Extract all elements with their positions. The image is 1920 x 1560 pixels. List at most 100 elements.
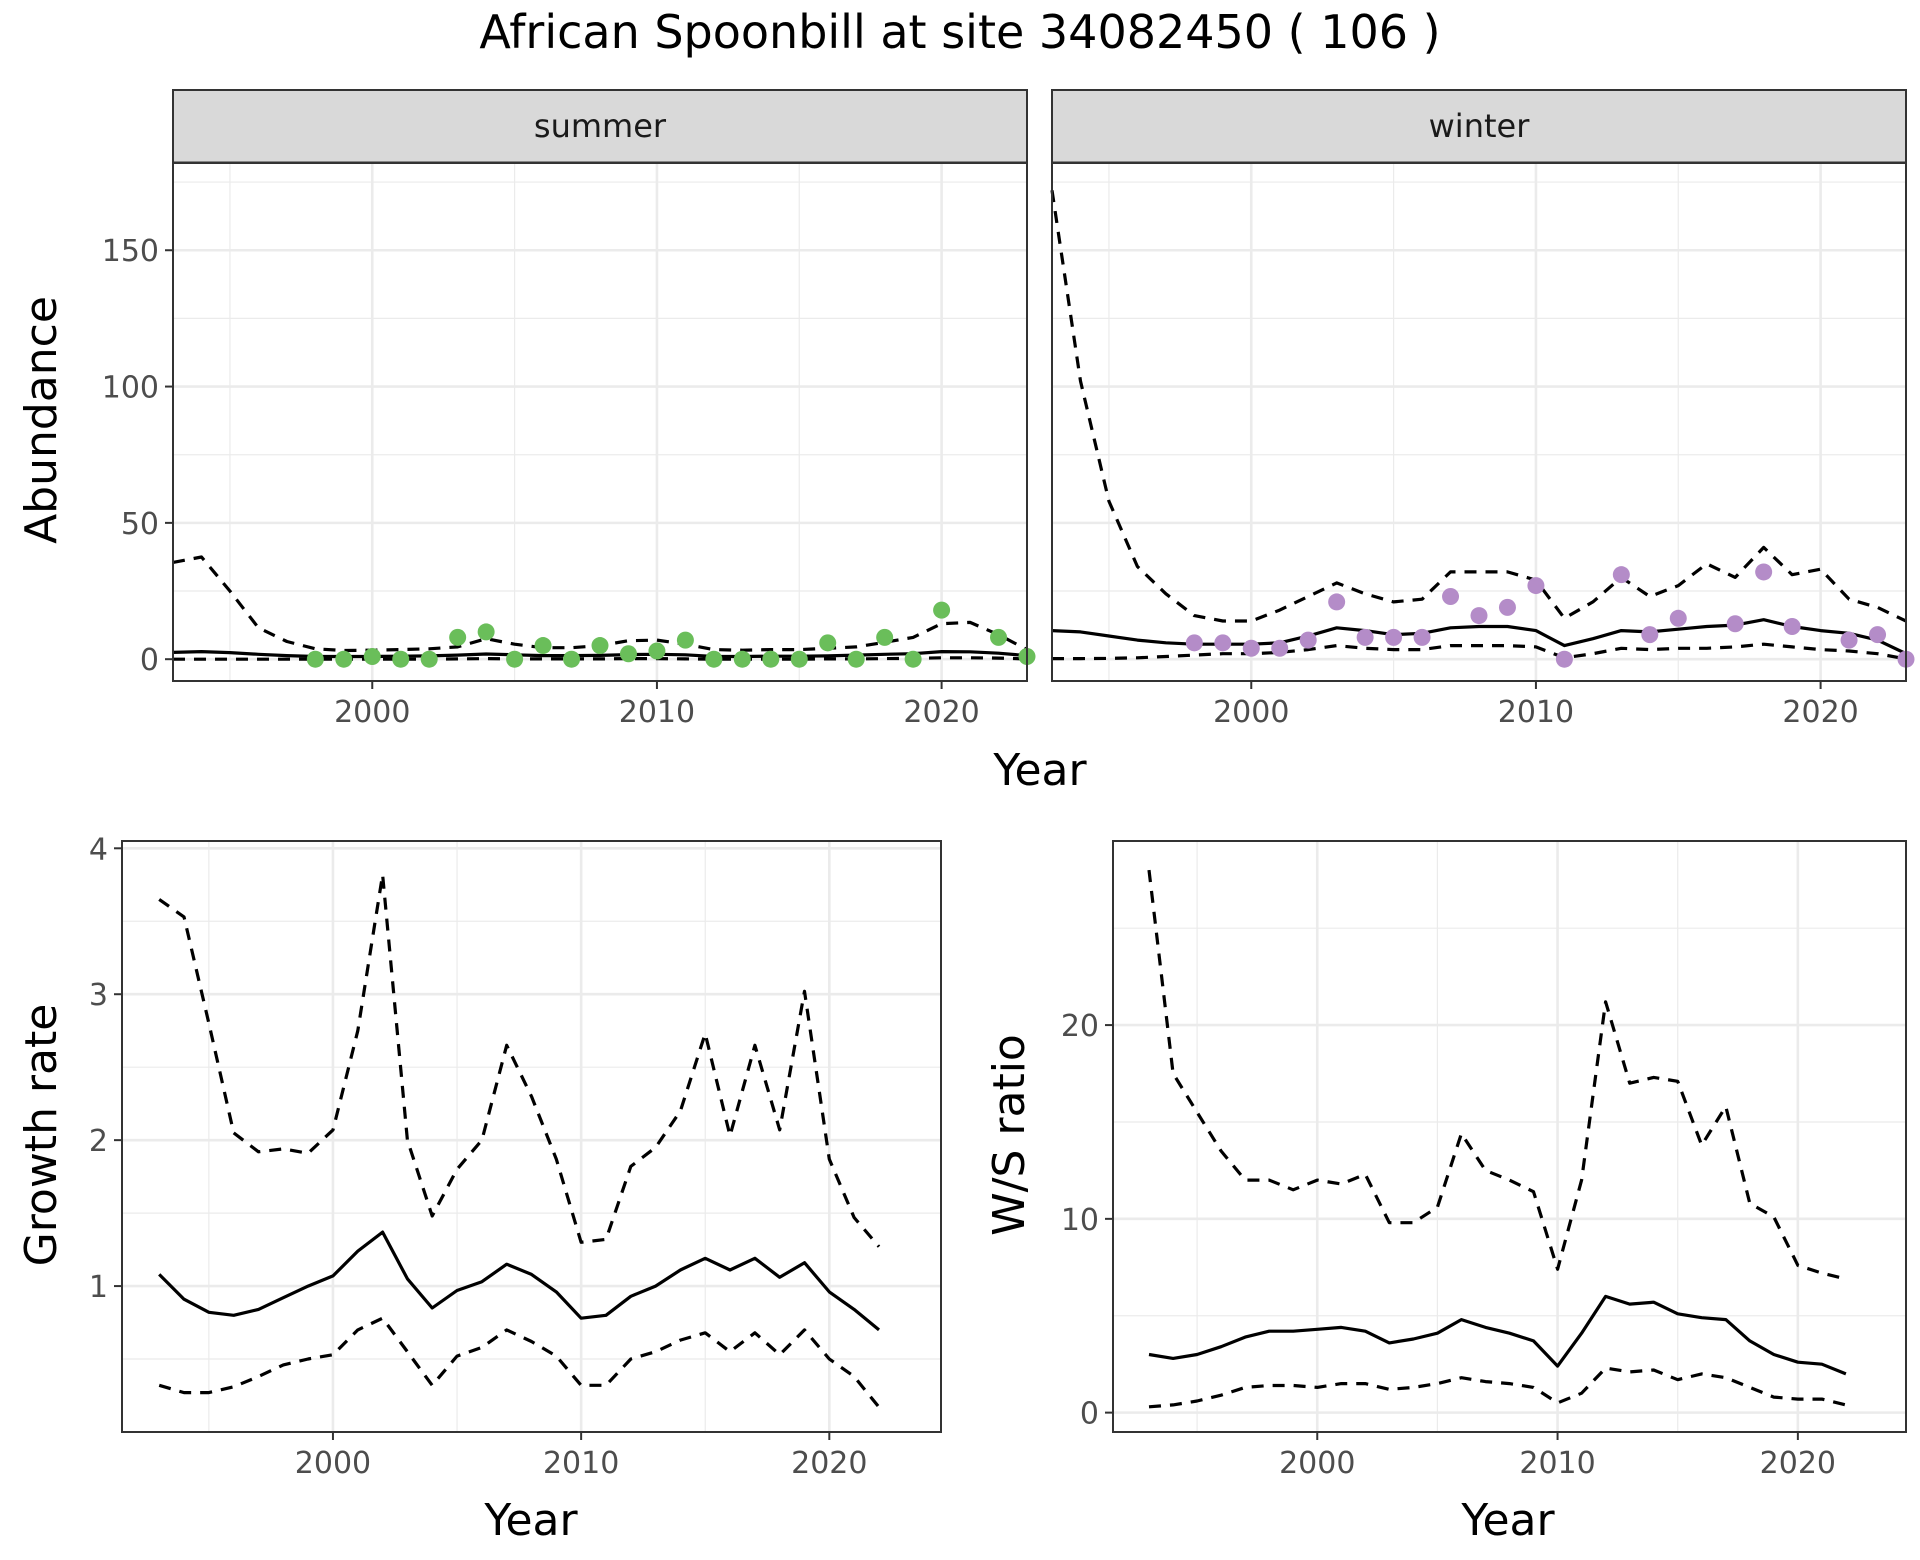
data-point [1356, 628, 1374, 646]
y-axis-ticks: 1 2 3 4 [89, 832, 122, 1305]
figure-title: African Spoonbill at site 34082450 ( 106… [479, 5, 1440, 59]
y-axis-ticks: 0 10 20 [1061, 1009, 1113, 1432]
x-tick-label: 2020 [791, 1446, 867, 1481]
x-axis-ticks: 2000 2010 2020 [1213, 681, 1859, 730]
strip-label-summer: summer [534, 107, 667, 145]
data-point [591, 637, 609, 655]
x-tick-label: 2010 [1519, 1446, 1595, 1481]
x-tick-label: 2010 [543, 1446, 619, 1481]
data-point [933, 601, 951, 619]
data-point [904, 650, 922, 668]
data-point [1869, 626, 1887, 644]
y-tick-label: 50 [121, 507, 159, 542]
data-point [1555, 650, 1573, 668]
x-tick-label: 2000 [1213, 695, 1289, 730]
data-point [1328, 593, 1346, 611]
y-tick-label: 10 [1061, 1203, 1099, 1238]
x-axis-ticks: 2000 2010 2020 [1279, 1432, 1836, 1481]
y-axis-title-ratio: W/S ratio [984, 1034, 1035, 1236]
data-point [847, 650, 865, 668]
data-point [420, 650, 438, 668]
panel-ratio: 2000 2010 2020 0 10 20 [1061, 840, 1907, 1481]
data-point [392, 650, 410, 668]
panel-border [172, 162, 1028, 682]
strip-summer [172, 89, 1028, 164]
data-point [1413, 628, 1431, 646]
panel-winter: winter 2000 2010 2020 [1050, 89, 1915, 730]
x-axis-ticks: 2000 2010 2020 [334, 681, 980, 730]
x-tick-label: 2000 [295, 1446, 371, 1481]
y-axis-title-abundance: Abundance [16, 296, 67, 544]
y-tick-label: 2 [89, 1124, 108, 1159]
data-point [762, 650, 780, 668]
data-point [1669, 609, 1687, 627]
data-point [1185, 634, 1203, 652]
data-point [619, 645, 637, 663]
y-tick-label: 4 [89, 832, 108, 867]
data-point [506, 650, 524, 668]
x-tick-label: 2000 [334, 695, 410, 730]
data-points [306, 601, 1036, 668]
y-tick-label: 100 [102, 371, 159, 406]
data-point [790, 650, 808, 668]
data-point [733, 650, 751, 668]
y-tick-label: 20 [1061, 1009, 1099, 1044]
data-point [449, 628, 467, 646]
data-point [363, 647, 381, 665]
strip-winter [1051, 89, 1907, 164]
series-line-bound-2 [173, 656, 1028, 661]
y-tick-label: 150 [102, 234, 159, 269]
panel-growth: 2000 2010 2020 1 2 3 4 [89, 832, 942, 1481]
data-points [1185, 563, 1915, 668]
strip-label-winter: winter [1429, 107, 1531, 145]
series-line-bound-2 [1052, 642, 1907, 661]
data-point [819, 634, 837, 652]
data-point [1641, 626, 1659, 644]
data-point [648, 642, 666, 660]
series-line-mean [158, 1230, 881, 1332]
data-point [1271, 639, 1289, 657]
data-point [1498, 598, 1516, 616]
data-point [1527, 577, 1545, 595]
data-point [1470, 607, 1488, 625]
plot-area [173, 163, 1027, 681]
panel-summer: summer 2000 2010 2020 0 50 100 150 [102, 89, 1036, 730]
x-tick-label: 2020 [1782, 695, 1858, 730]
data-point [1299, 631, 1317, 649]
y-tick-label: 3 [89, 978, 108, 1013]
series-line-bound-2 [158, 1316, 881, 1409]
data-point [1214, 634, 1232, 652]
data-point [1442, 587, 1460, 605]
panel-border [1051, 162, 1907, 682]
data-point [563, 650, 581, 668]
x-tick-label: 2010 [1498, 695, 1574, 730]
x-tick-label: 2010 [619, 695, 695, 730]
data-point [477, 623, 495, 641]
y-axis-ticks: 0 50 100 150 [102, 234, 173, 678]
x-tick-label: 2020 [1760, 1446, 1836, 1481]
plot-area [122, 841, 941, 1432]
data-point [1385, 628, 1403, 646]
data-point [1755, 563, 1773, 581]
series-line-bound-1 [158, 873, 881, 1248]
series-lines [158, 873, 881, 1409]
data-point [1840, 631, 1858, 649]
x-tick-label: 2020 [903, 695, 979, 730]
data-point [676, 631, 694, 649]
data-point [1242, 639, 1260, 657]
data-point [990, 628, 1008, 646]
data-point [705, 650, 723, 668]
grid [1052, 163, 1906, 681]
y-tick-label: 0 [1080, 1397, 1099, 1432]
y-tick-label: 1 [89, 1270, 108, 1305]
x-tick-label: 2000 [1279, 1446, 1355, 1481]
x-axis-ticks: 2000 2010 2020 [295, 1432, 867, 1481]
panel-border [121, 840, 942, 1433]
data-point [876, 628, 894, 646]
series-line-bound-1 [1147, 869, 1847, 1281]
grid [173, 163, 1027, 681]
grid [1113, 841, 1906, 1432]
y-tick-label: 0 [140, 643, 159, 678]
data-point [306, 650, 324, 668]
